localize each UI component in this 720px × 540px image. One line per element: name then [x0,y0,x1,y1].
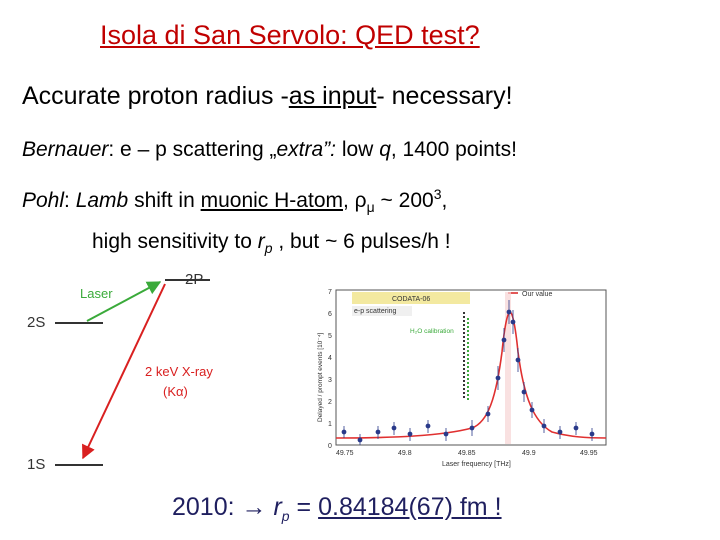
h2o-label: H₂O calibration [410,328,454,335]
pohl-text1: shift in [128,189,201,212]
pohl-muonic: muonic H-atom [200,189,343,212]
result-post: ! [487,493,502,521]
bernauer-name: Bernauer [22,138,109,161]
ytick-2: 2 [328,399,332,406]
pohl-lamb: Lamb [75,189,129,212]
ep-band [352,306,412,316]
fit-curve [335,311,607,439]
pohl-sup: 3 [433,186,442,202]
ytick-5: 5 [328,333,332,340]
xtick-4: 49.9 [522,450,536,457]
xtick-5: 49.95 [580,450,598,457]
result-arrow: → [241,493,267,521]
result-pre: 2010: [172,493,242,521]
level-2p-label: 2P [185,271,203,288]
sens-text2: , but ~ 6 pulses/h ! [272,230,451,253]
ytick-7: 7 [328,289,332,296]
bernauer-q: q [379,138,391,161]
result-p: p [281,508,290,524]
result-eq: = [289,493,319,521]
ytick-4: 4 [328,355,332,362]
bernauer-text3: , 1400 points! [390,138,517,161]
pohl-colon: : [64,189,76,212]
pohl-line: Pohl: Lamb shift in muonic H-atom, ρμ ~ … [22,186,447,215]
plot-frame [335,289,607,446]
xtick-2: 49.8 [398,450,412,457]
laser-arrow [86,281,162,322]
codata-band [352,292,470,304]
sens-text1: high sensitivity to [92,230,258,253]
line1-pre: Accurate proton radius - [22,82,289,110]
xtick-3: 49.85 [458,450,476,457]
ytick-0: 0 [328,443,332,450]
bernauer-text1: : e – p scattering „ [108,138,277,161]
sensitivity-line: high sensitivity to rp , but ~ 6 pulses/… [92,230,451,256]
our-value-label: Our value [522,291,552,298]
laser-label: Laser [80,286,113,301]
xray-label: 2 keV X-ray [145,364,213,379]
xray-k-alpha-label: (Kα) [163,384,188,399]
data-points [341,300,595,445]
plot-xlabel: Laser frequency [THz] [442,461,511,468]
level-2s-label: 2S [27,314,45,331]
line1-underlined: as input [288,82,377,110]
line1-post: - necessary! [376,82,513,110]
pohl-text4: , [441,189,448,212]
energy-level-diagram: 2P 2S 1S Laser 2 keV X-ray (Kα) [27,271,213,473]
proton-radius-line: Accurate proton radius -as input- necess… [22,82,513,111]
level-1s-label: 1S [27,456,45,473]
plot-ylabel: Delayed / prompt events [10⁻⁴] [317,332,324,422]
result-value: 0.84184(67) fm [318,493,488,521]
xtick-1: 49.75 [336,450,354,457]
muonic-resonance-plot: 0 1 2 3 4 5 6 7 49.75 49.8 49.85 49.9 49… [317,289,607,468]
ytick-3: 3 [328,377,332,384]
ep-label: e-p scattering [354,308,397,315]
ytick-6: 6 [328,311,332,318]
codata-label: CODATA-06 [392,296,430,303]
bernauer-line: Bernauer: e – p scattering „extra”: low … [22,138,517,162]
sens-p: p [264,240,273,257]
bernauer-text2: low [336,138,380,161]
pohl-text2: , ρ [343,189,367,212]
xray-arrow [82,283,166,460]
sens-r: r [257,230,265,253]
slide-title: Isola di San Servolo: QED test? [100,20,480,50]
bernauer-extra: extra”: [276,138,336,161]
plot-yticks: 0 1 2 3 4 5 6 7 [328,289,332,450]
our-value-band [505,292,511,444]
ytick-1: 1 [328,421,332,428]
plot-xticks: 49.75 49.8 49.85 49.9 49.95 [336,450,598,457]
pohl-mu: μ [366,199,375,216]
pohl-text3: ~ 200 [374,189,434,212]
result-r: r [273,493,282,521]
result-line: 2010: → rp = 0.84184(67) fm ! [172,493,502,524]
pohl-name: Pohl [22,189,65,212]
